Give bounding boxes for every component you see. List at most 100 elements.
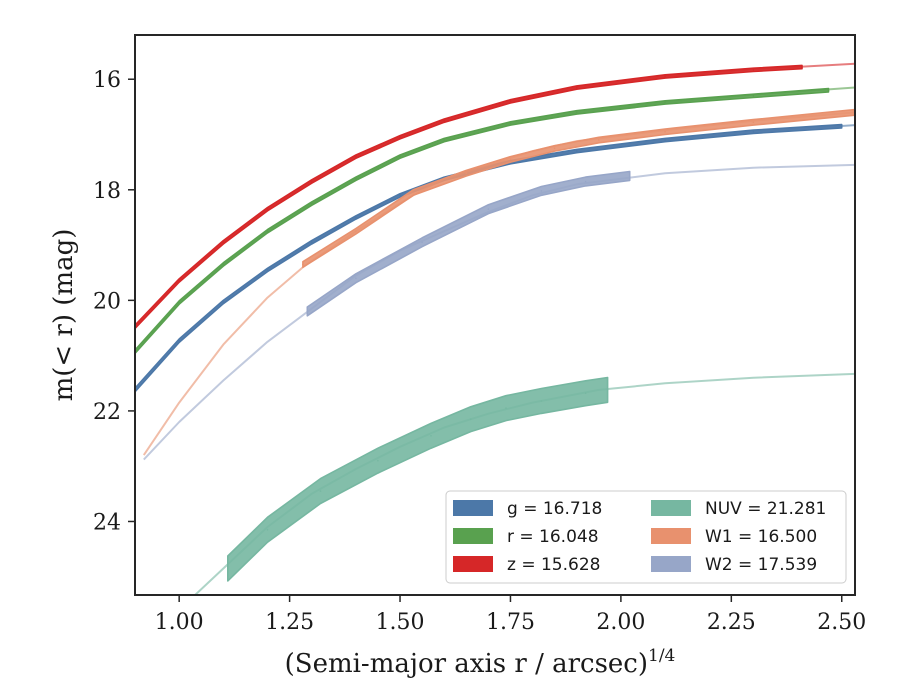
- data-point-nuv: [266, 529, 269, 531]
- legend-swatch-w2: [651, 556, 691, 572]
- data-point-g: [399, 194, 401, 197]
- data-point-z: [222, 241, 225, 244]
- data-point-nuv: [319, 490, 322, 492]
- x-tick-label: 1.25: [265, 610, 314, 635]
- legend-label-g: g = 16.718: [507, 499, 602, 519]
- x-axis-label-text: (Semi-major axis r / arcsec): [285, 649, 648, 679]
- y-axis: 16 18 20 22 24: [93, 68, 135, 535]
- legend-label-r: r = 16.048: [507, 527, 599, 547]
- data-point-g: [840, 125, 843, 127]
- profile-band-r: [135, 87, 830, 355]
- data-point-r: [575, 111, 578, 114]
- x-tick-label: 1.00: [155, 610, 204, 635]
- x-tick-label: 1.75: [486, 610, 535, 635]
- data-point-z: [310, 180, 313, 183]
- x-axis: 1.00 1.25 1.50 1.75 2.00 2.25 2.50: [155, 595, 866, 635]
- legend-swatch-g: [453, 500, 493, 516]
- data-point-g: [752, 130, 755, 133]
- data-point-nuv: [227, 567, 229, 570]
- data-point-r: [827, 89, 830, 92]
- data-point-nuv: [430, 435, 432, 437]
- data-point-w1: [302, 263, 304, 266]
- data-point-nuv: [505, 407, 507, 409]
- legend-swatch-w1: [651, 528, 691, 544]
- data-point-z: [178, 279, 180, 282]
- data-point-g: [664, 139, 666, 141]
- legend-label-w2: W2 = 17.539: [705, 555, 817, 575]
- data-point-nuv: [606, 389, 609, 391]
- data-point-w2: [540, 190, 543, 192]
- profile-band-w2: [306, 170, 631, 317]
- data-point-g: [222, 301, 225, 303]
- data-point-r: [509, 122, 512, 125]
- profile-band-w1: [302, 108, 855, 268]
- data-point-z: [752, 69, 755, 71]
- data-point-z: [355, 155, 357, 158]
- y-tick-label: 22: [93, 400, 121, 425]
- y-tick-label: 24: [93, 510, 121, 535]
- data-point-w1: [598, 139, 600, 141]
- data-point-z: [575, 86, 578, 89]
- data-point-z: [399, 136, 401, 139]
- data-point-g: [178, 339, 180, 342]
- data-point-r: [310, 202, 313, 205]
- data-point-g: [355, 216, 357, 219]
- x-axis-label: (Semi-major axis r / arcsec)1/4: [285, 646, 676, 679]
- data-point-r: [664, 101, 666, 104]
- data-point-g: [310, 241, 313, 244]
- data-point-nuv: [377, 459, 379, 462]
- data-point-w2: [421, 241, 423, 244]
- data-point-nuv: [540, 400, 543, 402]
- data-point-z: [509, 100, 512, 103]
- data-point-w1: [412, 191, 415, 194]
- data-point-w1: [752, 121, 755, 124]
- x-tick-label: 2.25: [707, 610, 756, 635]
- y-tick-label: 16: [93, 68, 121, 93]
- data-point-z: [266, 208, 269, 210]
- profile-band-z: [135, 64, 803, 330]
- legend: g = 16.718 r = 16.048 z = 15.628 NUV = 21.2…: [445, 490, 847, 584]
- legend-swatch-nuv: [651, 500, 691, 516]
- data-point-w2: [584, 180, 587, 183]
- data-point-w2: [628, 175, 631, 177]
- data-point-w1: [664, 130, 666, 133]
- legend-label-w1: W1 = 16.500: [705, 527, 817, 547]
- profile-band-nuv: [227, 376, 609, 582]
- data-point-r: [355, 177, 357, 180]
- data-point-g: [575, 150, 578, 152]
- data-point-g: [266, 269, 269, 271]
- data-point-r: [266, 230, 269, 232]
- data-point-r: [222, 263, 225, 266]
- data-point-w2: [487, 208, 490, 210]
- data-point-w2: [306, 310, 309, 313]
- data-point-r: [752, 95, 755, 97]
- legend-label-nuv: NUV = 21.281: [705, 499, 826, 519]
- x-tick-label: 2.00: [596, 610, 645, 635]
- data-point-w1: [465, 172, 468, 174]
- data-point-r: [178, 301, 180, 304]
- data-point-w1: [355, 230, 357, 232]
- x-tick-label: 1.50: [376, 610, 425, 635]
- plot-frame: [134, 34, 856, 596]
- x-tick-label: 2.50: [817, 610, 866, 635]
- legend-swatch-r: [453, 528, 493, 544]
- profile-band-g: [135, 123, 843, 393]
- data-point-nuv: [469, 418, 472, 421]
- legend-label-z: z = 15.628: [507, 555, 600, 575]
- y-tick-label: 18: [93, 179, 121, 204]
- series-layer: [135, 62, 855, 595]
- legend-box: [445, 490, 847, 584]
- data-point-w1: [509, 158, 512, 161]
- data-point-r: [443, 139, 446, 141]
- data-point-w2: [355, 277, 357, 280]
- y-tick-label: 20: [93, 289, 121, 314]
- x-axis-label-exponent: 1/4: [648, 646, 675, 666]
- legend-swatch-z: [453, 556, 493, 572]
- data-point-w1: [553, 147, 556, 150]
- data-point-z: [664, 75, 666, 78]
- data-point-z: [801, 66, 803, 68]
- data-point-z: [443, 119, 446, 122]
- data-point-nuv: [584, 392, 587, 395]
- data-point-r: [399, 155, 401, 158]
